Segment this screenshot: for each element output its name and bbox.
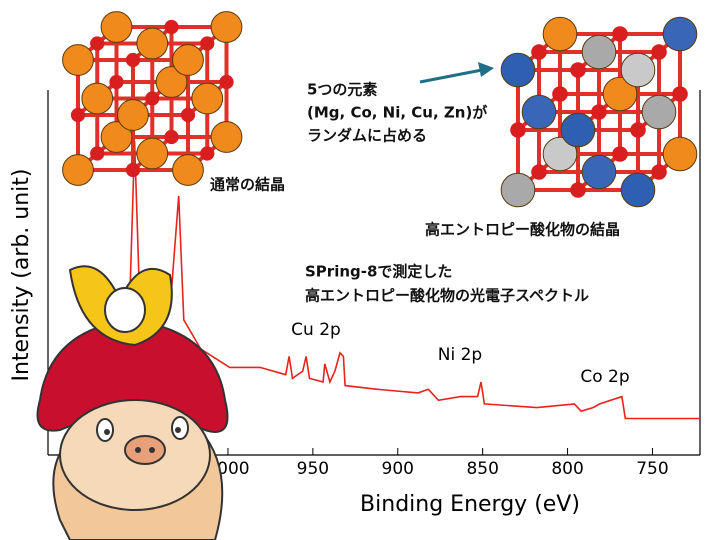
cation — [641, 94, 677, 130]
cation — [210, 11, 243, 43]
crystals — [62, 11, 698, 208]
cation — [581, 34, 617, 70]
x-tick-label: 950 — [297, 459, 329, 479]
cation — [136, 137, 169, 170]
note-line: 5つの元素 — [307, 81, 377, 99]
x-tick-label: 800 — [551, 459, 583, 479]
x-tick-label: 750 — [636, 459, 668, 479]
peak-label: Ni 2p — [438, 345, 482, 365]
oxygen — [70, 107, 86, 123]
oxygen — [612, 146, 628, 162]
mascot-nostril — [149, 447, 155, 453]
oxygen — [200, 146, 215, 161]
x-axis-title: Binding Energy (eV) — [360, 492, 580, 517]
cation — [521, 94, 557, 130]
cation — [136, 27, 169, 60]
cation — [500, 52, 536, 88]
cation — [500, 172, 536, 208]
oxygen — [570, 62, 586, 78]
mascot-nostril — [135, 447, 141, 453]
cation — [172, 44, 204, 76]
cation — [581, 154, 617, 190]
oxygen — [612, 26, 628, 42]
cation — [662, 136, 698, 172]
crystal-label: 高エントロピー酸化物の結晶 — [425, 221, 620, 239]
x-tick-label: 900 — [382, 459, 414, 479]
crystal-label: 通常の結晶 — [210, 176, 285, 194]
oxygen — [90, 36, 105, 51]
oxygen — [109, 74, 124, 90]
cation — [81, 82, 114, 115]
note-line: ランダムに占める — [307, 127, 427, 145]
oxygen — [90, 146, 105, 161]
cation — [602, 76, 638, 112]
cation — [191, 82, 224, 115]
cation — [155, 66, 188, 98]
cation — [542, 16, 578, 52]
oxygen — [651, 44, 667, 60]
oxygen — [200, 36, 215, 51]
oxygen — [651, 164, 667, 180]
caption-line: SPring-8で測定した — [305, 263, 452, 281]
caption-line: 高エントロピー酸化物の光電子スペクトル — [305, 287, 589, 305]
x-tick-label: 850 — [466, 459, 498, 479]
cation — [117, 99, 149, 131]
cation — [62, 154, 94, 186]
oxygen — [570, 182, 586, 198]
oxygen — [591, 104, 607, 120]
cation — [662, 16, 698, 52]
mascot-crest-hole — [104, 287, 146, 333]
peak-label: Cu 2p — [291, 320, 341, 340]
mascot — [36, 265, 229, 540]
oxygen — [125, 52, 141, 68]
note-line: (Mg, Co, Ni, Cu, Zn)が — [307, 104, 488, 122]
cation — [560, 112, 596, 148]
oxygen — [164, 129, 179, 145]
cation — [100, 11, 133, 43]
mascot-pupil — [175, 427, 181, 433]
oxygen — [145, 91, 160, 106]
cation — [620, 172, 656, 208]
y-axis-title: Intensity (arb. unit) — [9, 168, 34, 381]
oxygen — [672, 86, 688, 102]
oxygen — [630, 122, 646, 138]
cation — [210, 121, 243, 153]
cation — [100, 121, 133, 153]
spectrum-line — [100, 141, 700, 420]
oxygen — [531, 44, 547, 60]
cation — [620, 52, 656, 88]
cation — [172, 154, 204, 186]
oxygen — [125, 162, 141, 178]
arrow — [419, 68, 483, 84]
oxygen — [552, 86, 568, 102]
oxygen — [510, 122, 526, 138]
mascot-pupil — [104, 429, 110, 435]
oxygen — [531, 164, 547, 180]
oxygen — [180, 107, 196, 123]
cation — [542, 136, 578, 172]
peak-label: Co 2p — [580, 367, 629, 387]
oxygen — [219, 74, 234, 90]
cation — [62, 44, 94, 76]
mascot-snout — [124, 435, 166, 465]
oxygen — [164, 19, 179, 35]
arrow-head — [478, 62, 494, 77]
